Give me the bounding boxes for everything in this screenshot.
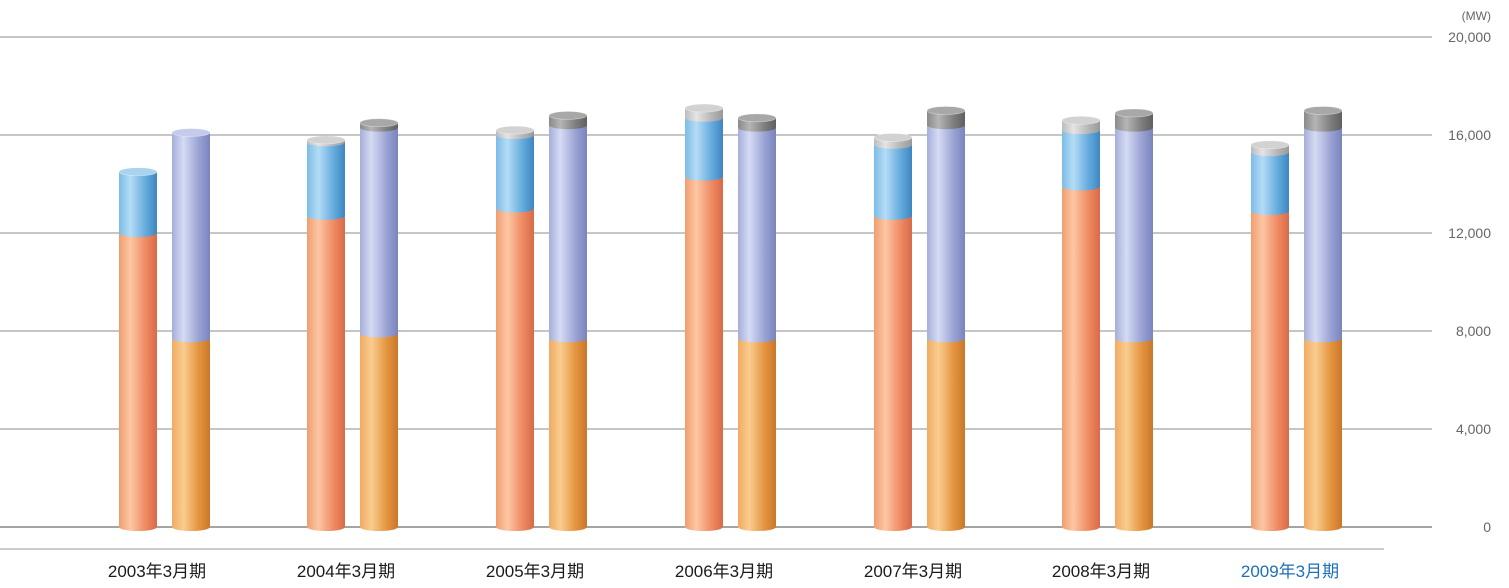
y-tick-label: 12,000 — [1448, 225, 1491, 241]
bar-cap — [1303, 106, 1343, 115]
bar-segment — [1115, 127, 1153, 343]
x-tick-label: 2005年3月期 — [486, 562, 584, 581]
bar-segment — [119, 233, 157, 531]
bar-segment — [927, 125, 965, 343]
bar-cap — [1061, 116, 1101, 125]
bar-segment — [1304, 127, 1342, 343]
bar-segment — [685, 176, 723, 531]
y-tick-label: 20,000 — [1448, 29, 1491, 45]
bar-cap — [359, 118, 399, 128]
x-tick-label: 2003年3月期 — [108, 562, 206, 581]
x-tick-label: 2009年3月期 — [1241, 562, 1339, 581]
bar-segment — [927, 338, 965, 531]
y-axis-ticks: 0 4,000 8,000 12,000 16,000 20,000 — [1448, 29, 1491, 535]
bar-segment — [1062, 130, 1100, 191]
bar-cap — [118, 167, 158, 177]
bar-segment — [360, 127, 398, 338]
y-tick-label: 16,000 — [1448, 127, 1491, 143]
bar-cap — [306, 135, 346, 145]
y-tick-label: 0 — [1483, 519, 1491, 535]
bar-cap — [926, 106, 966, 115]
bar-segment — [1251, 152, 1289, 215]
bar-cap — [737, 113, 777, 123]
x-tick-label: 2008年3月期 — [1052, 562, 1150, 581]
bar-segment — [1115, 112, 1153, 132]
bar-cap — [495, 125, 535, 135]
bar-segment — [1304, 338, 1342, 531]
bar-segment — [927, 110, 965, 130]
bar-segment — [119, 171, 157, 237]
bar-segment — [874, 144, 912, 220]
x-tick-label: 2006年3月期 — [675, 562, 773, 581]
bar-cap — [548, 111, 588, 120]
bar-cap — [873, 133, 913, 142]
bar-segment — [549, 125, 587, 343]
bar-segment — [685, 117, 723, 181]
y-tick-label: 8,000 — [1456, 323, 1491, 339]
x-tick-label: 2007年3月期 — [864, 562, 962, 581]
bar-segment — [738, 338, 776, 531]
bar-segment — [1251, 210, 1289, 531]
bar-segment — [549, 338, 587, 531]
bar-segment — [172, 338, 210, 531]
bar-segment — [1115, 338, 1153, 531]
bar-segment — [172, 132, 210, 343]
bar-segment — [1062, 186, 1100, 531]
x-tick-label: 2004年3月期 — [297, 562, 395, 581]
y-tick-label: 4,000 — [1456, 421, 1491, 437]
y-axis-unit-label: (MW) — [1462, 9, 1491, 23]
bar-segment — [738, 127, 776, 343]
bar-cap — [171, 128, 211, 137]
bar-segment — [307, 142, 345, 220]
bar-segment — [360, 333, 398, 531]
bars — [118, 103, 1343, 531]
bar-segment — [874, 215, 912, 531]
bar-segment — [1304, 110, 1342, 132]
bar-cap — [1250, 140, 1290, 150]
bar-segment — [307, 215, 345, 531]
bar-segment — [496, 135, 534, 213]
bar-cap — [1114, 108, 1154, 118]
x-axis-ticks: 2003年3月期 2004年3月期 2005年3月期 2006年3月期 2007年3月期… — [108, 562, 1339, 581]
bar-cap — [684, 103, 724, 113]
bar-segment — [496, 208, 534, 531]
